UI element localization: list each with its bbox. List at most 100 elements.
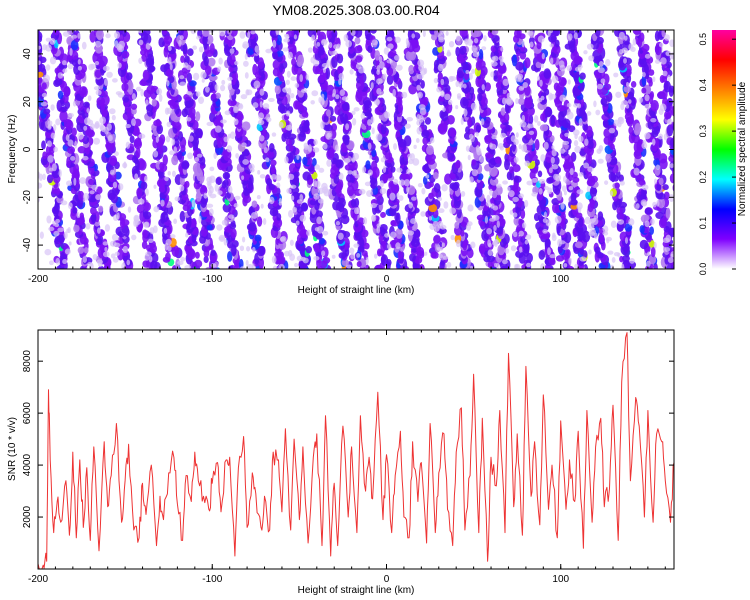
spectrogram-cell [86, 108, 90, 114]
spectrogram-cell [322, 186, 329, 194]
spectrogram-cell [698, 147, 703, 153]
spectrogram-cell [680, 196, 686, 203]
spectrogram-cell [628, 43, 634, 51]
spectrogram-cell [301, 256, 306, 262]
spectrogram-cell [145, 188, 149, 196]
spectrogram-cell [344, 157, 351, 164]
spectrogram-cell [68, 112, 74, 118]
spectrogram-cell [293, 34, 297, 40]
spectrogram-cell [83, 101, 90, 108]
spectrogram-cell [680, 66, 689, 75]
spectrogram-cell [282, 87, 289, 93]
spectrogram-cell [87, 261, 94, 267]
spectrogram-cell [254, 234, 262, 242]
spectrogram-cell [680, 46, 686, 52]
spectrogram-cell [688, 88, 693, 100]
spectrogram-cell [492, 214, 500, 221]
spectrogram-cell [341, 101, 350, 112]
spectrogram-cell [72, 100, 77, 107]
spectrogram-cell [246, 246, 251, 252]
spectrogram-cell [90, 206, 97, 215]
spectrogram-cell [254, 45, 259, 53]
spectrogram-cell [112, 257, 119, 263]
spectrogram-cell [259, 174, 266, 179]
spectrogram-cell [371, 68, 376, 75]
spectrogram-cell [695, 144, 701, 151]
spectrogram-cell [683, 248, 688, 255]
spectrogram-cell [45, 64, 51, 71]
spectrogram-cell [475, 145, 480, 153]
spectrogram-cell [634, 122, 642, 134]
spectrogram-cell [185, 232, 189, 238]
spectrogram-cell [61, 60, 67, 66]
spectrogram-cell [171, 138, 176, 146]
spectrogram-cell [660, 57, 667, 65]
spectrogram-cell [121, 82, 129, 92]
spectrogram-cell [653, 178, 658, 185]
spectrogram-cell [285, 79, 290, 86]
spectrogram-cell [252, 246, 256, 253]
snr-y-tick-label: 2000 [22, 505, 33, 528]
spectrogram-cell [206, 121, 214, 127]
spectrogram-cell [672, 122, 674, 132]
spectrogram-cell [211, 93, 217, 100]
spectrogram-cell [285, 124, 293, 131]
spectrogram-cell [335, 94, 340, 100]
spectrogram-cell [288, 144, 294, 152]
spectrogram-cell [630, 81, 637, 88]
spectrogram-cell [679, 224, 688, 231]
spectrogram-cell [706, 208, 711, 218]
spectrogram-cell [275, 174, 282, 182]
spectrogram-cell [234, 88, 241, 95]
spectrogram-cell [299, 74, 304, 83]
spectrogram-cell [84, 117, 91, 126]
spectrogram-cell [441, 242, 446, 248]
spectrogram-cell [555, 255, 565, 262]
spectrogram-cell [88, 178, 95, 186]
spectrogram-cell [93, 137, 101, 145]
spectrogram-cell [289, 35, 294, 45]
spectrogram-cell [379, 223, 388, 233]
spectrogram-cell [486, 227, 493, 235]
spectrogram-cell [620, 263, 625, 269]
spectrogram-cell [627, 99, 632, 104]
spectrogram-cell [675, 170, 684, 179]
spectrogram-cell [538, 188, 543, 195]
spectrogram-cell [518, 86, 525, 91]
spectrogram-cell [680, 180, 689, 188]
spectrogram-cell [396, 192, 400, 198]
spectrogram-cell [38, 30, 41, 39]
spectrogram-cell [222, 179, 229, 187]
spectrogram-cell [365, 160, 371, 170]
spectrogram-cell [349, 247, 355, 254]
spectrogram-cell [508, 190, 515, 198]
spectrogram-cell [67, 202, 73, 210]
spectrogram-cell [234, 195, 241, 200]
spectrogram-cell [379, 180, 384, 188]
spectrogram-cell [201, 78, 205, 83]
spectrogram-cell [376, 225, 381, 234]
spectrogram-cell [182, 42, 188, 55]
spectrogram-cell [445, 30, 449, 36]
spectrogram-cell [109, 240, 117, 247]
spectrogram-cell [215, 92, 221, 99]
spectrogram-cell [374, 50, 381, 61]
spectrogram-cell [370, 202, 378, 209]
spectrogram-cell [248, 163, 255, 171]
spectrogram-cell [188, 135, 194, 142]
spectrogram-cell [490, 61, 498, 67]
spectrogram-cell [436, 86, 442, 93]
spectrogram-cell [468, 133, 474, 140]
spectrogram-cell [77, 246, 85, 254]
spectrogram-cell [177, 260, 184, 266]
spectrogram-cell [683, 254, 690, 265]
spectrogram-cell [140, 181, 148, 190]
spectrogram-cell [338, 172, 344, 181]
spectrogram-cell [99, 125, 105, 131]
spectrogram-cell [266, 178, 272, 186]
spectrogram-cell [524, 239, 529, 245]
spectrogram-cell [329, 115, 337, 122]
spectrogram-cell [364, 264, 370, 269]
spectrogram-cell [586, 185, 591, 192]
spectrogram-cell [371, 127, 375, 135]
